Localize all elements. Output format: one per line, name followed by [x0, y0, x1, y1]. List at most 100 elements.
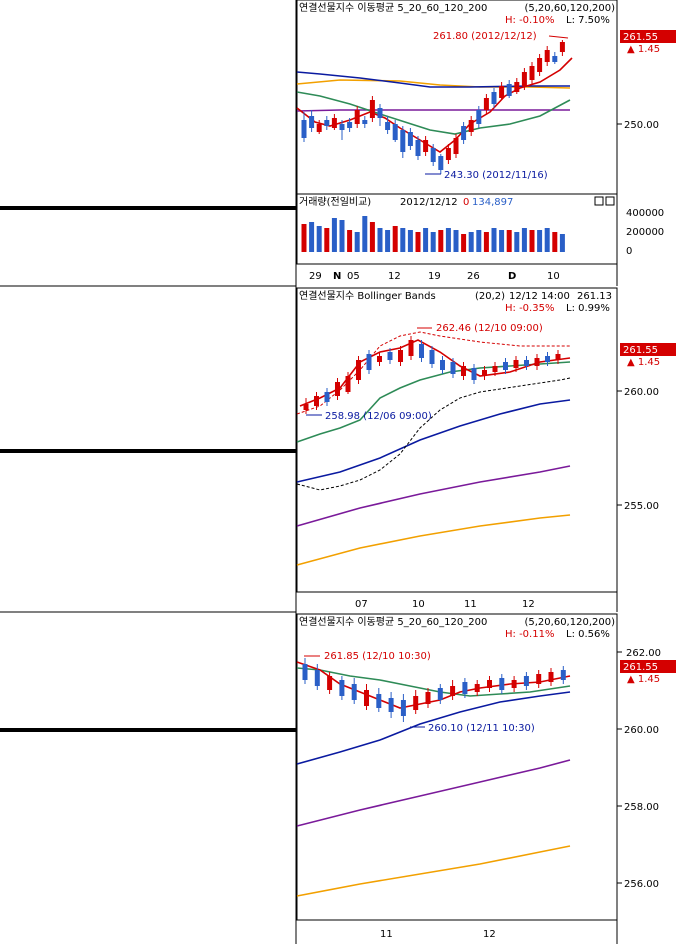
y-tick-label: 258.00	[624, 802, 659, 813]
ma20-line	[296, 91, 571, 135]
candle-body	[347, 122, 353, 128]
ma60-line	[296, 399, 571, 483]
last-price: 261.55	[623, 662, 658, 673]
high-annotation: 261.85 (12/10 10:30)	[324, 651, 431, 662]
volume-bar	[438, 230, 444, 252]
candle-body	[309, 116, 315, 128]
candle-body	[392, 124, 398, 140]
candle-body	[369, 100, 375, 118]
chart-3-moving-average: 연결선물지수 이동평균 5_20_60_120_200 (5,20,60,120…	[296, 613, 676, 944]
ma120-line	[296, 465, 571, 527]
close-button[interactable]	[605, 196, 615, 206]
candle-body	[331, 118, 337, 128]
candle-body	[377, 356, 382, 362]
volume-bar	[514, 232, 520, 252]
candle-body	[413, 696, 419, 710]
candle-body	[302, 664, 308, 680]
candle-body	[327, 676, 333, 690]
candle-body	[461, 366, 466, 376]
last-price-badge	[620, 660, 676, 673]
candle-body	[450, 686, 456, 696]
x-tick-label: 12	[522, 599, 535, 610]
candle-body	[445, 148, 451, 160]
candle-body	[523, 676, 529, 686]
candle-body	[385, 122, 391, 130]
candle-body	[545, 356, 550, 362]
candle-body	[303, 404, 309, 410]
candle-body	[376, 694, 382, 708]
ma60-line	[296, 691, 571, 765]
candle-body	[301, 120, 307, 138]
volume-bar	[430, 232, 436, 252]
candle-body	[400, 700, 406, 716]
candle-body	[544, 50, 550, 62]
lower-band	[296, 377, 571, 491]
candle-body	[362, 120, 368, 124]
volume-bar	[324, 228, 330, 252]
ma20-line	[296, 667, 571, 697]
y-tick-label: 256.00	[624, 879, 659, 890]
h-percent: H: -0.11%	[505, 629, 554, 640]
volume-value: 134,897	[472, 197, 513, 208]
ma200-line	[296, 845, 571, 897]
high-annotation: 262.46 (12/10 09:00)	[436, 323, 543, 334]
chart-title: 연결선물지수 이동평균 5_20_60_120_200	[299, 616, 487, 628]
volume-bar	[362, 216, 368, 252]
candle-body	[377, 108, 383, 118]
candle-body	[513, 360, 519, 368]
candle-body	[419, 344, 424, 358]
volume-bar	[331, 218, 337, 252]
candle-body	[521, 72, 527, 86]
price-change: ▲ 1.45	[627, 674, 660, 685]
candle-body	[364, 690, 369, 706]
candle-body	[407, 132, 413, 146]
candle-body	[437, 688, 443, 700]
h-percent: H: -0.10%	[505, 15, 554, 26]
candle-body	[440, 360, 445, 370]
volume-bar	[476, 230, 482, 252]
low-annotation: 243.30 (2012/11/16)	[444, 170, 548, 181]
candle-body	[314, 396, 319, 406]
candle-body	[408, 340, 414, 356]
candle-body	[548, 672, 554, 682]
x-tick-label: 10	[412, 599, 425, 610]
candle-body	[345, 376, 351, 392]
chart-params: (20,2)	[475, 291, 505, 302]
last-price-badge	[620, 30, 676, 43]
volume-bar	[468, 232, 474, 252]
candle-body	[559, 42, 565, 52]
price-plot-area	[296, 613, 618, 921]
y-tick-label: 255.00	[624, 501, 659, 512]
chart-2-bollinger: 연결선물지수 Bollinger Bands (20,2) 12/12 14:0…	[296, 287, 676, 612]
volume-bar	[347, 230, 353, 252]
x-tick-label: 12	[483, 929, 496, 940]
volume-bar	[483, 232, 489, 252]
candles	[303, 336, 561, 414]
volume-bar	[506, 230, 512, 252]
last-price: 261.55	[623, 345, 658, 356]
candle-body	[506, 84, 512, 96]
x-tick-label: N	[333, 271, 341, 282]
volume-bar	[301, 224, 307, 252]
candle-body	[471, 368, 477, 380]
candle-body	[491, 92, 497, 104]
high-annotation: 261.80 (2012/12/12)	[433, 31, 537, 42]
low-annotation: 258.98 (12/06 09:00)	[325, 411, 432, 422]
chart-title: 연결선물지수 Bollinger Bands	[299, 290, 436, 302]
minimize-button[interactable]	[594, 196, 604, 206]
candle-body	[503, 362, 508, 370]
candle-body	[324, 392, 330, 402]
ma200-line	[296, 514, 571, 566]
candle-body	[415, 140, 421, 156]
chart-datetime: 12/12 14:00	[509, 291, 570, 302]
volume-bar	[559, 234, 565, 252]
volume-bar	[385, 230, 391, 252]
candle-body	[398, 350, 403, 362]
candle-body	[339, 680, 345, 696]
candle-body	[560, 670, 566, 680]
volume-bar	[309, 222, 315, 252]
volume-bar	[537, 230, 543, 252]
x-tick-label: 12	[388, 271, 401, 282]
candle-body	[351, 684, 357, 700]
candle-body	[356, 360, 361, 380]
